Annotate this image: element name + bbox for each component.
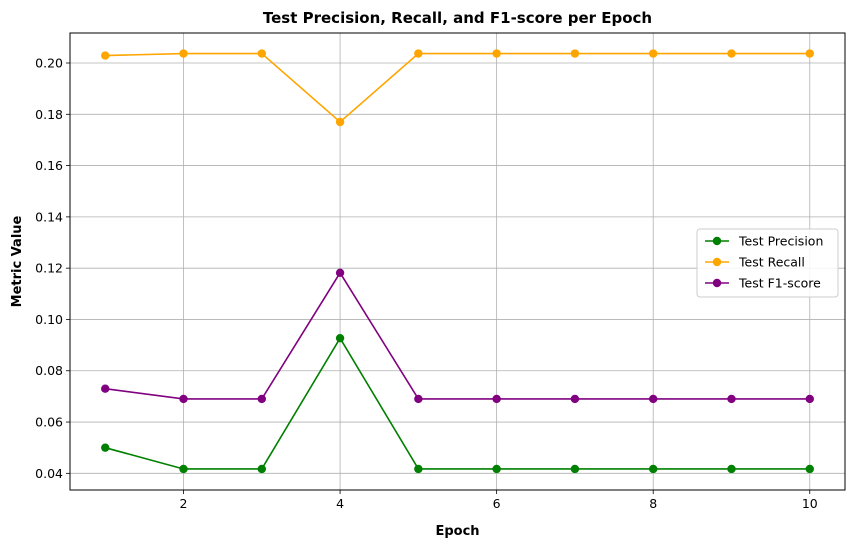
data-point-test-recall (179, 49, 188, 58)
data-point-test-recall (101, 51, 110, 60)
legend-item-test-f1-score: Test F1-score (705, 276, 821, 291)
plot-area-frame (69, 32, 846, 491)
data-point-test-f1-score (727, 394, 736, 404)
data-point-test-precision (257, 464, 266, 474)
legend-label-test-precision: Test Precision (738, 234, 823, 249)
data-point-test-f1-score (179, 394, 188, 404)
y-tick-label: 0.10 (35, 312, 63, 327)
x-tick-label: 4 (336, 496, 344, 511)
data-point-test-precision (179, 464, 188, 474)
legend-label-test-recall: Test Recall (738, 255, 805, 270)
series-line-test-recall (105, 52, 810, 124)
axis-ticks: 0.04 0.06 0.08 0.10 0.12 0.14 0.16 0.18 0.20 2 4 6 8… (35, 56, 818, 511)
legend: Test Precision Test Recall Test F1-score (696, 228, 839, 298)
legend-box (696, 228, 839, 298)
x-tick-label: 2 (180, 496, 188, 511)
data-point-test-f1-score (649, 394, 658, 404)
data-point-test-recall (335, 117, 345, 127)
y-axis-label: Metric Value (10, 215, 25, 307)
legend-item-test-precision: Test Precision (705, 234, 823, 249)
data-point-test-precision (649, 464, 658, 474)
y-tick-label: 0.18 (35, 107, 63, 122)
y-tick-label: 0.04 (35, 466, 63, 481)
x-tick-label: 8 (649, 496, 657, 511)
data-point-test-f1-score (101, 384, 110, 393)
y-tick-label: 0.12 (35, 261, 63, 276)
data-point-test-precision (492, 464, 501, 474)
data-point-test-recall (727, 49, 736, 58)
data-point-test-precision (101, 443, 110, 452)
data-point-test-recall (257, 49, 266, 58)
data-point-test-recall (492, 49, 501, 58)
legend-marker-test-f1-score (712, 278, 722, 288)
y-tick-label: 0.14 (35, 209, 63, 224)
series-lines (101, 49, 814, 474)
y-tick-label: 0.06 (35, 415, 63, 430)
legend-label-test-f1-score: Test F1-score (738, 276, 821, 291)
y-tick-label: 0.08 (35, 363, 63, 378)
legend-marker-test-precision (712, 236, 722, 246)
data-point-test-precision (805, 464, 814, 474)
x-axis-label: Epoch (435, 524, 479, 539)
data-point-test-f1-score (414, 394, 423, 404)
data-point-test-precision (414, 464, 423, 474)
data-point-test-recall (570, 49, 580, 58)
series-test-f1-score (101, 268, 814, 404)
series-test-recall (101, 49, 814, 127)
data-point-test-f1-score (805, 394, 814, 404)
data-point-test-f1-score (492, 394, 501, 404)
x-tick-label: 6 (493, 496, 501, 511)
series-line-test-precision (105, 336, 810, 470)
chart-title: Test Precision, Recall, and F1-score per… (263, 9, 652, 27)
y-tick-label: 0.16 (35, 158, 63, 173)
data-point-test-f1-score (257, 394, 266, 404)
series-line-test-f1-score (105, 271, 810, 400)
y-tick-label: 0.20 (35, 56, 63, 71)
data-point-test-precision (727, 464, 736, 474)
data-point-test-precision (570, 464, 580, 474)
legend-item-test-recall: Test Recall (705, 255, 805, 270)
data-point-test-recall (649, 49, 658, 58)
data-point-test-recall (414, 49, 423, 58)
legend-marker-test-recall (712, 257, 722, 267)
data-point-test-f1-score (570, 394, 580, 404)
data-point-test-recall (805, 49, 814, 58)
series-test-precision (101, 333, 814, 474)
data-point-test-f1-score (335, 268, 345, 277)
x-tick-label: 10 (802, 496, 818, 511)
data-point-test-precision (335, 333, 345, 343)
